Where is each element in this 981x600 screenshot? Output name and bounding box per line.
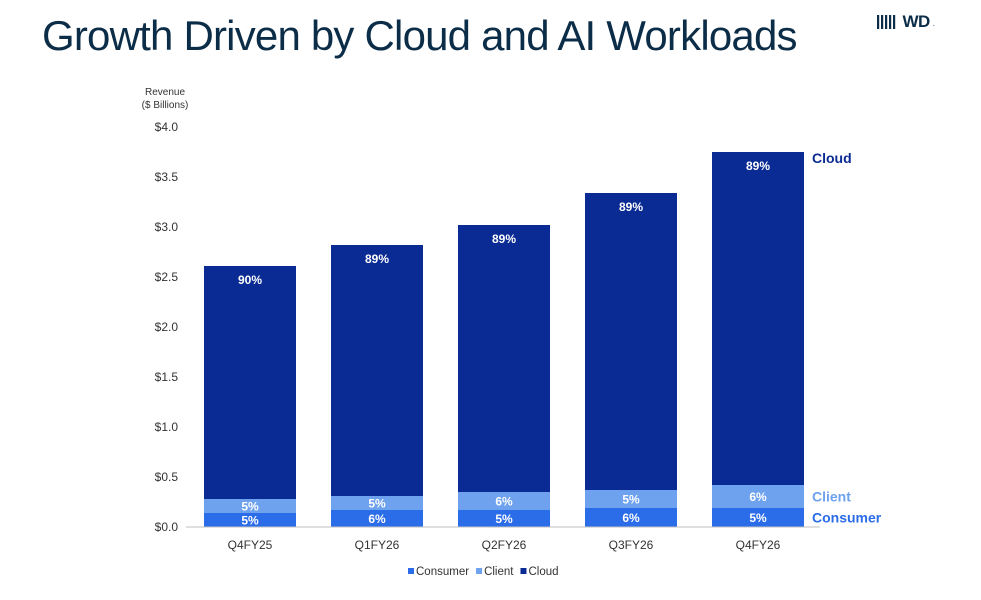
x-tick-label: Q4FY25 — [228, 538, 273, 552]
legend-label-consumer: Consumer — [416, 566, 469, 578]
y-tick-label: $2.5 — [155, 270, 179, 284]
bar-segment-cloud — [204, 266, 296, 499]
bars: 5%5%90%6%5%89%5%6%89%6%5%89%5%6%89% — [204, 152, 804, 528]
bar-data-label: 5% — [622, 493, 640, 507]
bar-data-label: 5% — [495, 512, 513, 526]
legend-swatch-client — [476, 568, 483, 574]
y-tick-label: $0.5 — [155, 470, 179, 484]
x-axis: Q4FY25 Q1FY26 Q2FY26 Q3FY26 Q4FY26 — [186, 526, 820, 552]
legend-swatch-cloud — [520, 568, 527, 574]
bar-segment-client — [585, 490, 677, 508]
bar-data-label: 5% — [241, 514, 259, 528]
bar-segment-cloud — [458, 225, 550, 492]
x-tick-label: Q3FY26 — [609, 538, 654, 552]
bar-data-label: 89% — [619, 200, 643, 214]
bar-data-label: 5% — [241, 500, 259, 514]
legend: Consumer Client Cloud — [408, 566, 559, 578]
logo-text: WD — [902, 12, 930, 31]
bar-segment-consumer — [585, 508, 677, 527]
bar-data-label: 6% — [622, 511, 640, 525]
y-tick-label: $4.0 — [155, 120, 179, 134]
x-tick-label: Q1FY26 — [355, 538, 400, 552]
page-title: Growth Driven by Cloud and AI Workloads — [42, 12, 798, 59]
bar-data-label: 6% — [368, 512, 386, 526]
bar-segment-cloud — [712, 152, 804, 485]
bar-segment-client — [204, 499, 296, 513]
bar-segment-consumer — [331, 510, 423, 527]
legend-swatch-consumer — [408, 568, 414, 574]
x-tick-label: Q4FY26 — [736, 538, 781, 552]
bar-data-label: 5% — [749, 511, 767, 525]
bar-segment-consumer — [204, 513, 296, 527]
logo-mark: . — [932, 19, 935, 28]
bar-segment-consumer — [712, 508, 804, 527]
bar-segment-cloud — [585, 193, 677, 490]
bar-segment-client — [331, 496, 423, 510]
bar-data-label: 90% — [238, 273, 262, 287]
bar-data-label: 6% — [749, 490, 767, 504]
series-end-labels: Cloud Client Consumer — [812, 150, 882, 526]
y-axis: $0.0 $0.5 $1.0 $1.5 $2.0 $2.5 $3.0 $3.5 $4.0 — [155, 120, 179, 534]
y-tick-label: $1.5 — [155, 370, 179, 384]
y-tick-label: $1.0 — [155, 420, 179, 434]
series-end-label-client: Client — [812, 489, 851, 505]
bar-data-label: 6% — [495, 495, 513, 509]
y-axis-label-line1: Revenue — [145, 87, 185, 98]
y-axis-label-line2: ($ Billions) — [142, 100, 189, 111]
bar-data-label: 89% — [746, 159, 770, 173]
wd-logo: WD . — [877, 12, 935, 32]
y-tick-label: $3.5 — [155, 170, 179, 184]
y-tick-label: $0.0 — [155, 520, 179, 534]
bar-data-label: 5% — [368, 497, 386, 511]
bar-segment-consumer — [458, 510, 550, 527]
bar-segment-client — [458, 492, 550, 510]
series-end-label-consumer: Consumer — [812, 510, 882, 526]
y-tick-label: $3.0 — [155, 220, 179, 234]
series-end-label-cloud: Cloud — [812, 150, 852, 166]
wd-logo-stripes-icon — [877, 15, 896, 29]
x-tick-label: Q2FY26 — [482, 538, 527, 552]
legend-label-cloud: Cloud — [528, 566, 558, 578]
bar-segment-client — [712, 485, 804, 508]
y-tick-label: $2.0 — [155, 320, 179, 334]
bar-data-label: 89% — [365, 252, 389, 266]
legend-label-client: Client — [484, 566, 514, 578]
bar-data-label: 89% — [492, 232, 516, 246]
bar-segment-cloud — [331, 245, 423, 496]
